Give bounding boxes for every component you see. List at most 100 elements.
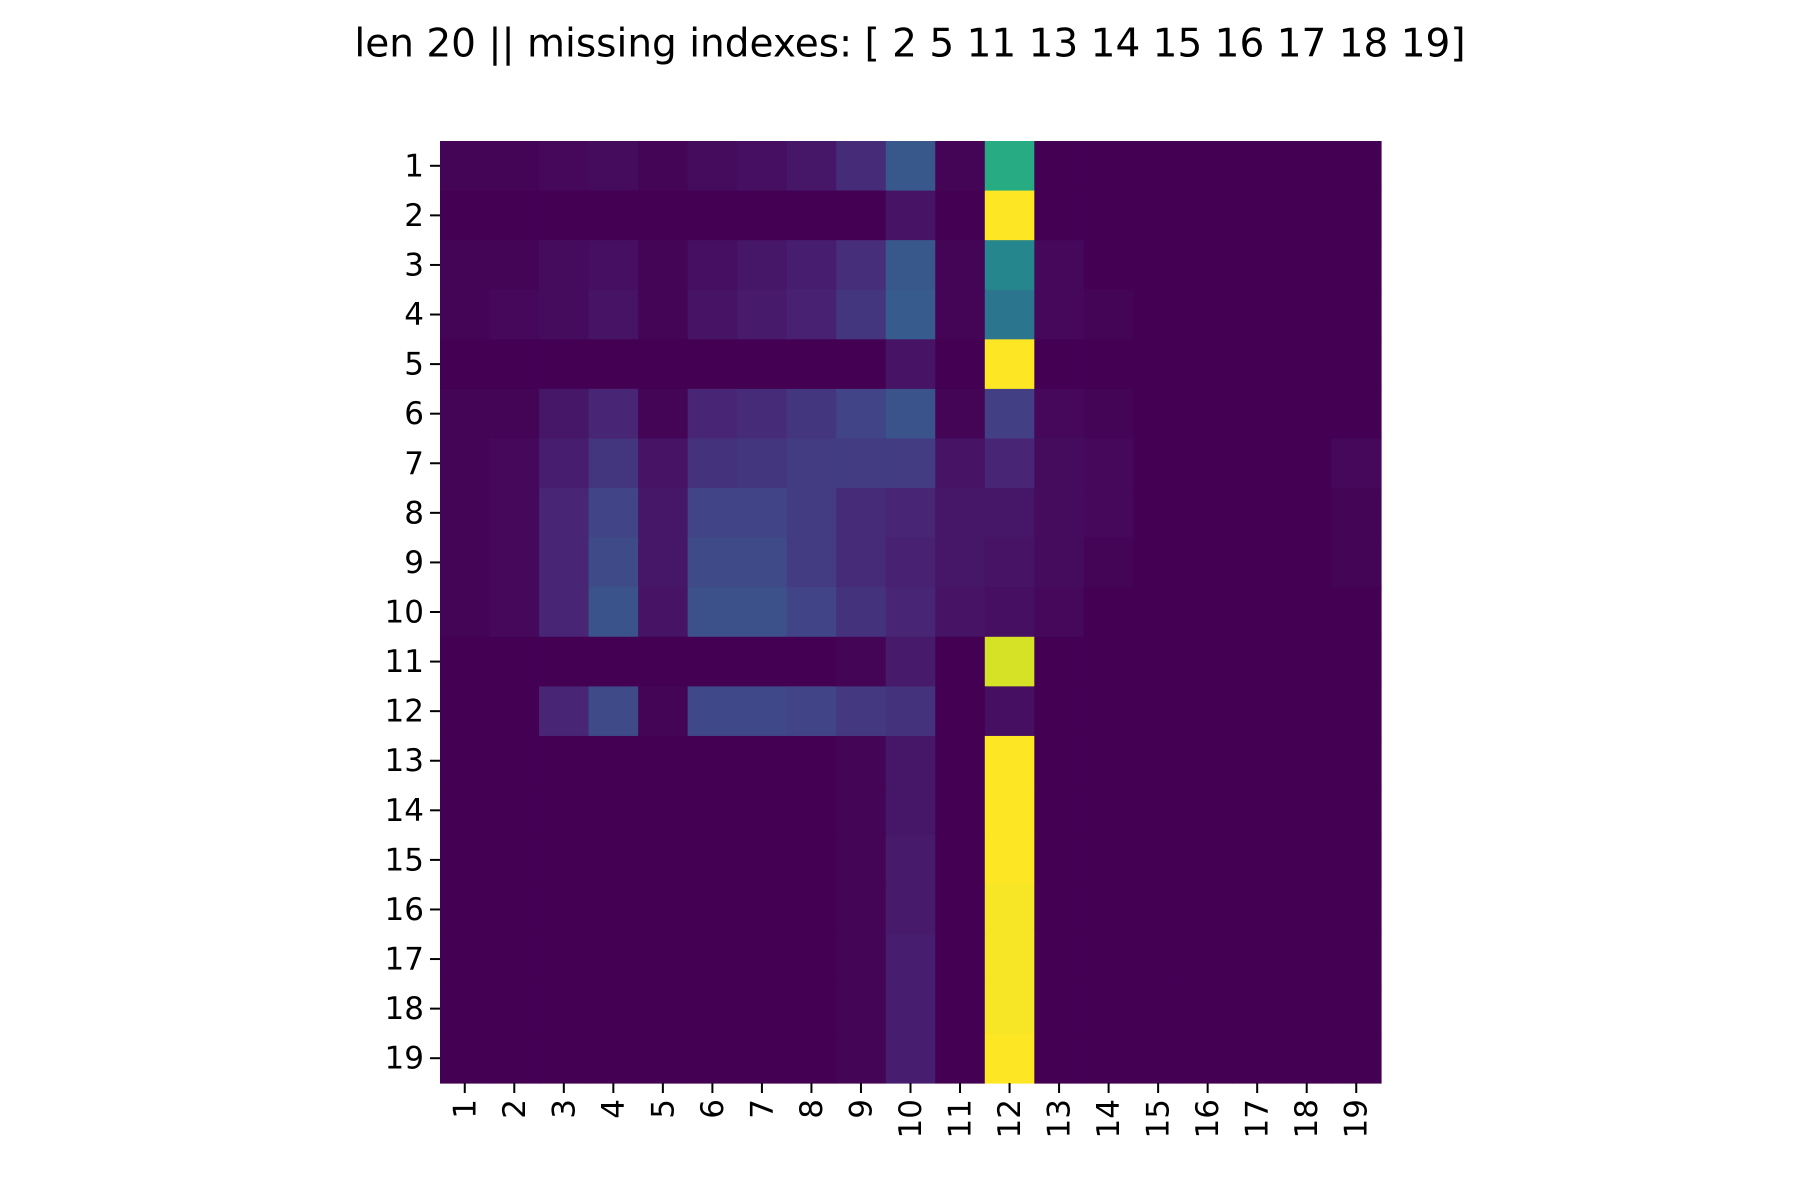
y-tick-label: 2 <box>404 198 424 234</box>
heatmap-cell <box>984 141 1035 192</box>
heatmap-cell <box>836 735 887 787</box>
heatmap-cell <box>1281 289 1333 340</box>
heatmap-cell <box>440 339 491 390</box>
heatmap-cell <box>489 735 540 787</box>
y-tick-label: 10 <box>385 595 424 631</box>
heatmap-cell <box>588 934 639 985</box>
heatmap-cell <box>885 488 936 539</box>
heatmap-cell <box>1182 636 1234 687</box>
heatmap-cell <box>1232 438 1283 489</box>
heatmap-cell <box>1182 537 1234 588</box>
heatmap-cell <box>638 339 689 390</box>
x-tick-label: 8 <box>794 1099 830 1119</box>
heatmap-cell <box>1133 835 1184 886</box>
heatmap-cell <box>440 587 491 638</box>
heatmap-cell <box>1133 240 1184 291</box>
heatmap-cell <box>1083 934 1134 985</box>
heatmap-cell <box>737 983 788 1035</box>
heatmap-cell <box>737 141 788 192</box>
heatmap-cell <box>1232 686 1283 737</box>
x-tick-label: 2 <box>497 1099 533 1119</box>
heatmap-cell <box>1034 438 1085 489</box>
heatmap-cell <box>1182 240 1234 291</box>
heatmap-cell <box>1133 636 1184 687</box>
heatmap-cell <box>440 438 491 489</box>
heatmap-cell <box>539 438 590 489</box>
heatmap-cell <box>1232 934 1283 985</box>
heatmap-cell <box>984 289 1035 340</box>
heatmap-cell <box>539 488 590 539</box>
heatmap-cell <box>489 537 540 588</box>
y-tick-label: 15 <box>385 842 424 878</box>
heatmap-cell <box>1034 835 1085 886</box>
heatmap-cell <box>588 438 639 489</box>
heatmap-cell <box>1281 785 1333 836</box>
y-tick-label: 19 <box>385 1041 424 1077</box>
heatmap-cell <box>1133 388 1184 440</box>
heatmap-cell <box>539 835 590 886</box>
x-tick-label: 10 <box>893 1099 929 1138</box>
heatmap-cell <box>935 1033 986 1084</box>
heatmap-cell <box>935 190 986 241</box>
heatmap-cell <box>1182 190 1234 241</box>
heatmap-cell <box>1281 1033 1333 1084</box>
heatmap-cell <box>1331 240 1382 291</box>
heatmap-cell <box>885 339 936 390</box>
heatmap-cell <box>489 1033 540 1084</box>
heatmap-cell <box>935 488 986 539</box>
heatmap-cell <box>737 537 788 588</box>
heatmap-cell <box>836 835 887 886</box>
x-tick-label: 19 <box>1339 1099 1375 1138</box>
heatmap-cell <box>1083 835 1134 886</box>
heatmap-cell <box>984 488 1035 539</box>
heatmap-cell <box>737 289 788 340</box>
heatmap-cell <box>539 537 590 588</box>
heatmap-cell <box>687 587 738 638</box>
heatmap-cell <box>489 488 540 539</box>
heatmap-cell <box>687 289 738 340</box>
heatmap-cell <box>1034 488 1085 539</box>
heatmap-cell <box>984 537 1035 588</box>
heatmap-cell <box>687 388 738 440</box>
heatmap-cell <box>588 735 639 787</box>
heatmap-cell <box>539 289 590 340</box>
heatmap-cell <box>687 636 738 687</box>
heatmap-cell <box>984 438 1035 489</box>
heatmap-cell <box>489 835 540 886</box>
heatmap-cell <box>1232 636 1283 687</box>
heatmap-cell <box>440 983 491 1035</box>
heatmap-cell <box>786 289 837 340</box>
heatmap-cell <box>1182 388 1234 440</box>
heatmap-cell <box>935 785 986 836</box>
heatmap-cell <box>440 388 491 440</box>
heatmap-cell <box>1133 537 1184 588</box>
heatmap-cell <box>786 983 837 1035</box>
heatmap-cell <box>1232 983 1283 1035</box>
heatmap-cell <box>836 240 887 291</box>
heatmap-cell <box>1281 983 1333 1035</box>
heatmap-cell <box>885 884 936 935</box>
heatmap-cell <box>935 835 986 886</box>
heatmap-cell <box>1034 983 1085 1035</box>
heatmap-cell <box>588 686 639 737</box>
heatmap-cell <box>440 141 491 192</box>
heatmap-cell <box>935 587 986 638</box>
x-tick-label: 18 <box>1289 1099 1325 1138</box>
heatmap-cell <box>984 934 1035 985</box>
heatmap-cell <box>1331 1033 1382 1084</box>
heatmap-cell <box>836 438 887 489</box>
heatmap-cell <box>984 735 1035 787</box>
heatmap-cell <box>1034 587 1085 638</box>
heatmap-cell <box>489 438 540 489</box>
heatmap-cell <box>440 785 491 836</box>
heatmap-cell <box>935 983 986 1035</box>
heatmap-cell <box>1083 686 1134 737</box>
heatmap-cell <box>786 488 837 539</box>
heatmap-cell <box>836 141 887 192</box>
heatmap-cell <box>1331 289 1382 340</box>
heatmap-cell <box>1034 240 1085 291</box>
y-tick-label: 6 <box>404 396 424 432</box>
heatmap-cell <box>687 339 738 390</box>
heatmap-cell <box>786 537 837 588</box>
heatmap-cell <box>489 785 540 836</box>
